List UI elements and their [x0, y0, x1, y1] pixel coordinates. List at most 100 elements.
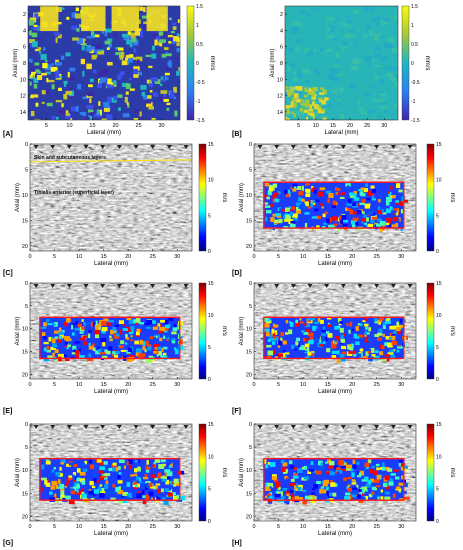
- velocity-cell: [137, 466, 141, 472]
- velocity-cell: [53, 330, 59, 334]
- x-tick-label: 10: [300, 254, 306, 260]
- velocity-cell: [268, 318, 271, 322]
- velocity-cell: [265, 486, 271, 492]
- x-tick-label: 0: [252, 254, 255, 260]
- velocity-cell: [331, 204, 337, 209]
- heatmap-cell: [150, 77, 158, 82]
- heatmap-cell: [291, 89, 295, 94]
- x-axis-label: Lateral (mm): [318, 531, 352, 537]
- heatmap-cell: [56, 116, 59, 120]
- velocity-cell: [176, 471, 182, 475]
- velocity-cell: [383, 491, 390, 495]
- heatmap-cell: [285, 89, 288, 92]
- velocity-cell: [374, 224, 379, 230]
- heatmap-cell: [37, 37, 42, 40]
- velocity-cell: [341, 215, 347, 220]
- transducer-marker: [183, 284, 189, 288]
- velocity-cell: [53, 323, 56, 326]
- colorbar-tick-label: 15: [208, 142, 214, 148]
- velocity-cell: [304, 343, 310, 348]
- velocity-cell: [352, 464, 357, 470]
- velocity-cell: [357, 210, 362, 215]
- velocity-cell: [311, 351, 315, 354]
- velocity-cell: [340, 345, 347, 350]
- velocity-cell: [163, 335, 167, 339]
- transducer-marker: [150, 425, 156, 429]
- velocity-cell: [142, 341, 146, 346]
- velocity-cell: [391, 224, 398, 228]
- heatmap-cell: [151, 45, 156, 51]
- velocity-cell: [400, 475, 404, 480]
- velocity-cell: [161, 488, 164, 493]
- velocity-cell: [77, 323, 83, 328]
- roi-border: [39, 457, 181, 501]
- y-tick-label: 10: [20, 77, 26, 83]
- heatmap-cell: [393, 15, 398, 19]
- velocity-cell: [340, 358, 346, 362]
- y-tick-label: 10: [246, 193, 252, 199]
- velocity-cell: [307, 217, 310, 222]
- velocity-cell: [163, 500, 169, 505]
- velocity-cell: [286, 193, 290, 198]
- plot-area: [30, 144, 192, 251]
- velocity-cell: [345, 464, 352, 469]
- velocity-cell: [160, 459, 166, 463]
- velocity-cell: [374, 334, 380, 337]
- plot-area: [30, 424, 192, 521]
- axes-frame: [253, 423, 417, 522]
- heatmap-cell: [297, 111, 305, 117]
- velocity-cell: [312, 326, 316, 331]
- heatmap-cell: [75, 105, 79, 112]
- heatmap-cell: [313, 101, 317, 104]
- heatmap-cell: [103, 68, 109, 74]
- tissue-fiber: [30, 233, 192, 239]
- colorbar-tick-label: 15: [436, 281, 442, 287]
- transducer-marker: [133, 284, 139, 288]
- velocity-cell: [67, 343, 71, 347]
- velocity-cell: [326, 471, 331, 474]
- heatmap-cell: [297, 96, 301, 102]
- heatmap-cell: [51, 84, 55, 90]
- velocity-cell: [298, 487, 302, 491]
- velocity-cell: [141, 353, 144, 358]
- velocity-cell: [321, 333, 326, 336]
- velocity-cell: [273, 219, 279, 224]
- tissue-fiber: [30, 305, 192, 311]
- velocity-cell: [392, 216, 399, 222]
- velocity-cell: [286, 476, 289, 480]
- velocity-cell: [367, 338, 372, 342]
- velocity-cell: [167, 476, 171, 480]
- velocity-cell: [81, 491, 85, 495]
- x-tick-label: 15: [330, 123, 336, 129]
- colorbar-tick-label: 1.5: [196, 4, 203, 10]
- heatmap-cell: [372, 17, 380, 21]
- velocity-cell: [389, 332, 393, 338]
- heatmap-cell: [173, 86, 177, 93]
- velocity-cell: [263, 317, 270, 323]
- velocity-cell: [88, 459, 93, 464]
- velocity-cell: [104, 484, 109, 489]
- transducer-marker: [357, 145, 363, 149]
- y-tick-label: 20: [22, 514, 28, 520]
- heatmap-cell: [34, 13, 40, 19]
- heatmap-cell: [341, 46, 349, 50]
- velocity-cell: [319, 344, 324, 347]
- velocity-cell: [82, 341, 88, 345]
- heatmap-cell: [386, 72, 394, 77]
- heatmap-cell: [133, 118, 139, 120]
- heatmap-cell: [130, 32, 136, 39]
- velocity-cell: [325, 336, 328, 342]
- velocity-cell: [396, 341, 401, 347]
- velocity-cell: [398, 462, 402, 467]
- velocity-cell: [296, 337, 301, 341]
- velocity-cell: [69, 462, 75, 466]
- velocity-cell: [391, 195, 396, 199]
- x-tick-label: 25: [150, 382, 156, 388]
- transducer-marker: [290, 284, 296, 288]
- velocity-cell: [71, 352, 77, 355]
- heatmap-cell: [360, 111, 369, 115]
- velocity-cell: [347, 198, 352, 204]
- velocity-cell: [127, 347, 133, 352]
- velocity-cell: [330, 480, 333, 484]
